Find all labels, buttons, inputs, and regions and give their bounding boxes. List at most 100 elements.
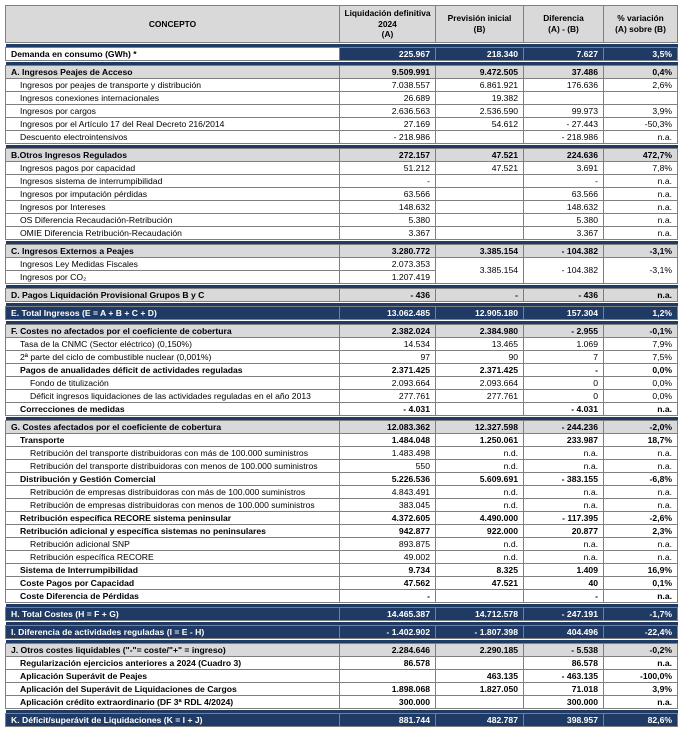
section-header-row: C. Ingresos Externos a Peajes 3.280.772 3.… <box>5 243 678 258</box>
row-label: Ingresos conexiones internacionales <box>5 90 340 105</box>
cell-liquidacion-definitiva: 1.483.498 <box>339 445 436 460</box>
total-row: H. Total Costes (H = F + G) 14.465.387 14.… <box>5 606 678 621</box>
total-row: E. Total Ingresos (E = A + B + C + D) 13.… <box>5 305 678 320</box>
cell-variacion: n.a. <box>603 655 678 670</box>
separator-line <box>5 622 678 625</box>
separator-cell <box>5 239 678 244</box>
section-separator <box>5 415 678 420</box>
subtotal-row: Retribución específica RECORE sistema pe… <box>5 510 678 525</box>
cell-prevision-inicial: 47.521 <box>435 147 524 162</box>
cell-liquidacion-definitiva: 3.367 <box>339 225 436 240</box>
cell-liquidacion-definitiva: 1.484.048 <box>339 432 436 447</box>
cell-variacion: 0,0% <box>603 388 678 403</box>
cell-liquidacion-definitiva: 51.212 <box>339 160 436 175</box>
separator-cell <box>5 602 678 607</box>
section-separator <box>5 708 678 713</box>
row-label: Demanda en consumo (GWh) * <box>5 46 340 61</box>
cell-liquidacion-definitiva: 86.578 <box>339 655 436 670</box>
cell-diferencia: n.a. <box>523 445 604 460</box>
cell-variacion: 16,9% <box>603 562 678 577</box>
cell-variacion: n.a. <box>603 199 678 214</box>
cell-liquidacion-definitiva: 63.566 <box>339 186 436 201</box>
cell-variacion: 472,7% <box>603 147 678 162</box>
cell-prevision-inicial: 54.612 <box>435 116 524 131</box>
header-row: CONCEPTO Liquidación definitiva 2024 (A)… <box>5 5 678 43</box>
item-row: Fondo de titulización 2.093.664 2.093.664 0… <box>5 375 678 390</box>
cell-liquidacion-definitiva: 9.734 <box>339 562 436 577</box>
cell-variacion: n.a. <box>603 225 678 240</box>
cell-diferencia: 157.304 <box>523 305 604 320</box>
cell-variacion: n.a. <box>603 549 678 564</box>
cell-variacion: n.a. <box>603 694 678 709</box>
row-label: Aplicación Superávit de Peajes <box>5 668 340 683</box>
cell-liquidacion-definitiva: 7.038.557 <box>339 77 436 92</box>
cell-prevision-inicial: 463.135 <box>435 668 524 683</box>
section-separator <box>5 319 678 324</box>
item-row: Retribución específica RECORE 49.002 n.d. n… <box>5 549 678 564</box>
separator-cell <box>5 42 678 47</box>
separator-cell <box>5 319 678 324</box>
cell-prevision-inicial: 2.536.590 <box>435 103 524 118</box>
row-label: Coste Pagos por Capacidad <box>5 575 340 590</box>
cell-diferencia: n.a. <box>523 497 604 512</box>
cell-liquidacion-definitiva: 13.062.485 <box>339 305 436 320</box>
subtotal-row: Coste Pagos por Capacidad 47.562 47.521 40 0… <box>5 575 678 590</box>
separator-line <box>5 285 678 288</box>
cell-diferencia: n.a. <box>523 536 604 551</box>
cell-liquidacion-definitiva: 383.045 <box>339 497 436 512</box>
cell-variacion: -100,0% <box>603 668 678 683</box>
item-row: Descuento electrointensivos - 218.986- 21… <box>5 129 678 144</box>
cell-liquidacion-definitiva: 1.207.419 <box>339 269 436 284</box>
cell-prevision-inicial <box>435 225 524 240</box>
cell-prevision-inicial <box>435 129 524 144</box>
cell-prevision-inicial: 6.861.921 <box>435 77 524 92</box>
cell-prevision-inicial: 218.340 <box>435 46 524 61</box>
item-row: Ingresos por el Artículo 17 del Real Dec… <box>5 116 678 131</box>
separator-line <box>5 241 678 244</box>
cell-variacion: n.a. <box>603 588 678 603</box>
section-separator <box>5 301 678 306</box>
subtotal-row: Distribución y Gestión Comercial 5.226.53… <box>5 471 678 486</box>
cell-diferencia: - 244.236 <box>523 419 604 434</box>
cell-prevision-inicial <box>435 401 524 416</box>
item-row: Ingresos por imputación pérdidas 63.566 63… <box>5 186 678 201</box>
cell-liquidacion-definitiva: - 218.986 <box>339 129 436 144</box>
cell-variacion: 3,9% <box>603 103 678 118</box>
liquidation-table: CONCEPTO Liquidación definitiva 2024 (A)… <box>5 5 678 727</box>
cell-liquidacion-definitiva: 2.284.646 <box>339 642 436 657</box>
cell-diferencia: - 117.395 <box>523 510 604 525</box>
cell-variacion: -1,7% <box>603 606 678 621</box>
cell-diferencia: 1.409 <box>523 562 604 577</box>
cell-prevision-inicial: 1.827.050 <box>435 681 524 696</box>
cell-diferencia: 148.632 <box>523 199 604 214</box>
section-header-row: B.Otros Ingresos Regulados 272.157 47.521 2… <box>5 147 678 162</box>
cell-liquidacion-definitiva: 2.636.563 <box>339 103 436 118</box>
cell-prevision-inicial: n.d. <box>435 484 524 499</box>
cell-diferencia: 1.069 <box>523 336 604 351</box>
row-label: B.Otros Ingresos Regulados <box>5 147 340 162</box>
cell-prevision-inicial: n.d. <box>435 497 524 512</box>
row-label: Retribución adicional SNP <box>5 536 340 551</box>
cell-liquidacion-definitiva <box>339 668 436 683</box>
cell-diferencia: - 436 <box>523 287 604 302</box>
subtotal-row: Retribución adicional y específica siste… <box>5 523 678 538</box>
total-row: K. Déficit/superávit de Liquidaciones (K… <box>5 712 678 727</box>
cell-diferencia: - 2.955 <box>523 323 604 338</box>
separator-line <box>5 710 678 713</box>
separator-line <box>5 145 678 148</box>
row-label: Ingresos por el Artículo 17 del Real Dec… <box>5 116 340 131</box>
separator-line <box>5 640 678 643</box>
cell-liquidacion-definitiva: 27.169 <box>339 116 436 131</box>
cell-diferencia: 176.636 <box>523 77 604 92</box>
cell-prevision-inicial: 47.521 <box>435 575 524 590</box>
cell-variacion: n.a. <box>603 287 678 302</box>
row-label: 2ª parte del ciclo de combustible nuclea… <box>5 349 340 364</box>
row-label: Retribución del transporte distribuidora… <box>5 445 340 460</box>
cell-variacion: 2,6% <box>603 77 678 92</box>
row-label: Ingresos por Intereses <box>5 199 340 214</box>
cell-liquidacion-definitiva: 4.843.491 <box>339 484 436 499</box>
cell-variacion: n.a. <box>603 129 678 144</box>
cell-prevision-inicial: 922.000 <box>435 523 524 538</box>
row-label: Tasa de la CNMC (Sector eléctrico) (0,15… <box>5 336 340 351</box>
cell-liquidacion-definitiva: 49.002 <box>339 549 436 564</box>
